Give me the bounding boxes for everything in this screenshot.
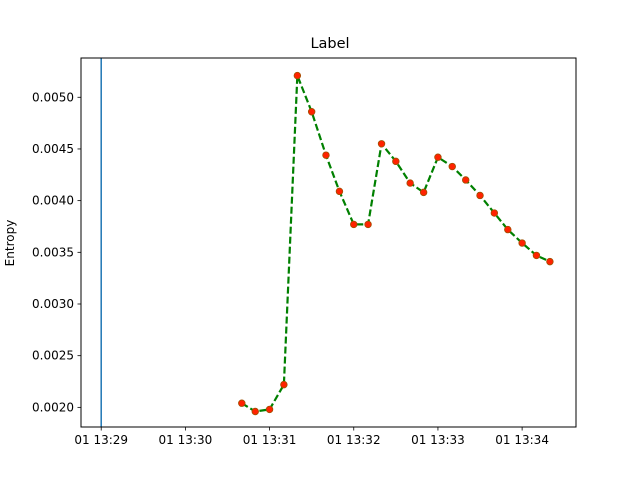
data-point [392,157,400,166]
data-point [406,179,414,187]
x-tick-label: 01 13:31 [243,433,297,447]
data-point [419,188,428,197]
data-point [238,399,246,407]
data-point [532,251,541,260]
x-tick-label: 01 13:30 [159,433,213,447]
data-point [307,108,316,116]
data-point [364,220,372,229]
chart-title: Label [310,36,349,52]
data-point [335,187,344,196]
data-point [322,151,330,159]
y-tick-label: 0.0025 [32,349,74,363]
plot-area: 0.0020 0.0025 0.0030 0.0035 0.0040 0.0045 0.00… [32,58,554,447]
y-tick-label: 0.0020 [32,400,74,414]
data-point [377,140,386,148]
data-point [280,380,288,389]
y-tick-label: 0.0050 [32,90,74,104]
data-point [448,162,456,171]
data-point [518,239,526,247]
data-point [504,225,512,234]
data-point [265,405,274,414]
data-point [462,176,470,184]
x-tick-label: 01 13:29 [74,433,128,447]
data-point [434,153,442,161]
data-point [490,209,499,217]
y-tick-label: 0.0045 [32,142,74,156]
plot-frame [80,57,577,428]
series-line [241,74,551,413]
x-tick-label: 01 13:34 [495,433,549,447]
data-point [350,220,358,229]
y-tick-label: 0.0040 [32,194,74,208]
data-point [546,257,554,266]
y-tick-label: 0.0030 [32,297,74,311]
y-axis-label: Entropy [3,220,17,267]
y-tick-label: 0.0035 [32,245,74,259]
x-tick-label: 01 13:32 [327,433,381,447]
data-point [251,407,259,416]
data-point [476,191,484,200]
x-tick-label: 01 13:33 [411,433,465,447]
data-point [293,71,302,80]
